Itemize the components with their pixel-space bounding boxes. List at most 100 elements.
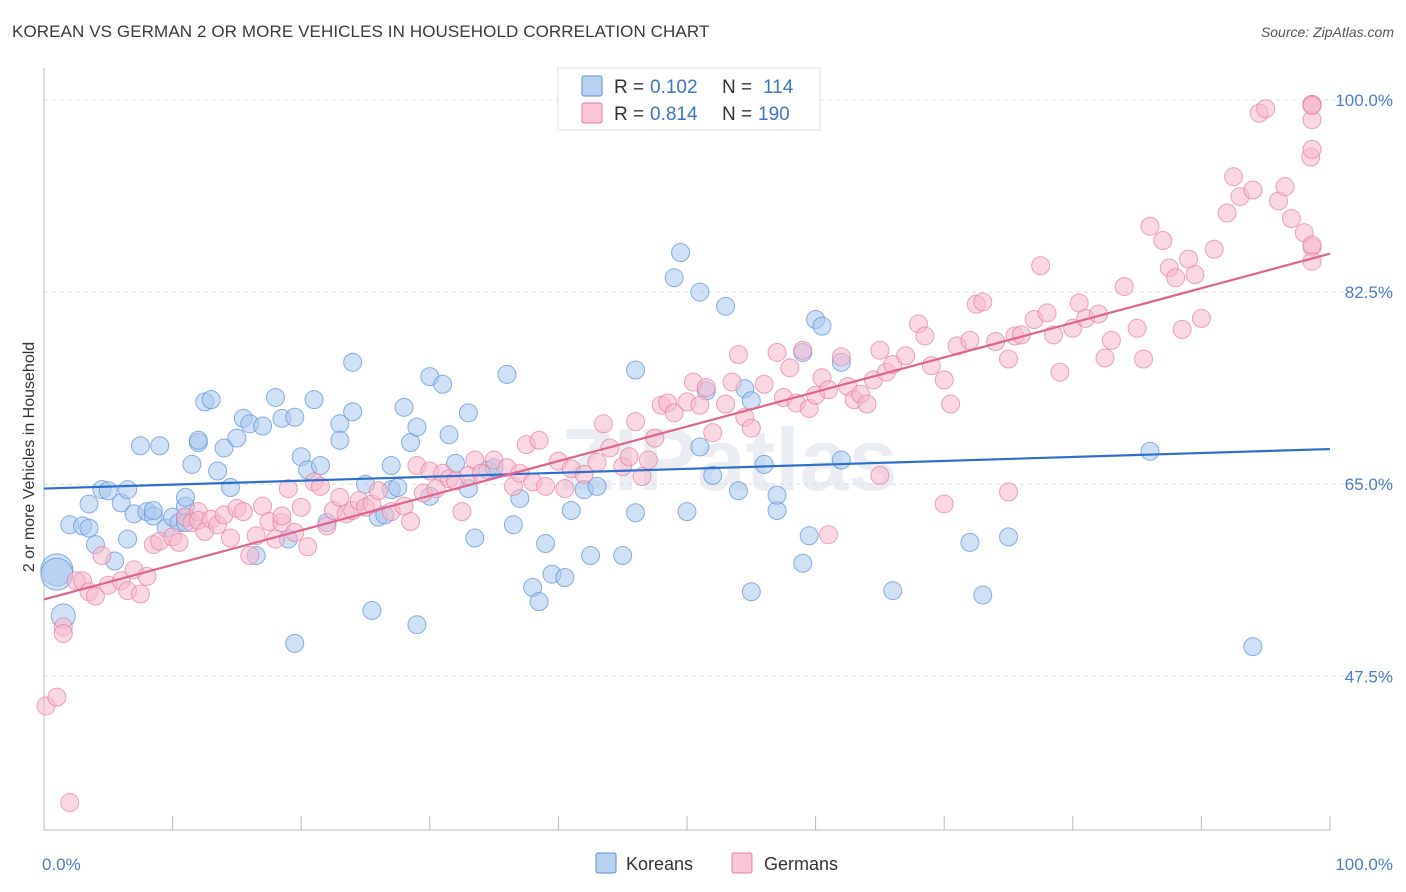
german-point xyxy=(934,494,954,514)
koreans-r-value: 0.102 xyxy=(650,77,698,98)
german-point xyxy=(1037,303,1057,323)
german-point xyxy=(1172,319,1192,339)
korean-point xyxy=(343,402,363,422)
german-point xyxy=(716,394,736,414)
german-point xyxy=(645,428,665,448)
germans-n-label: N = xyxy=(722,104,752,125)
korean-point xyxy=(690,437,710,457)
germans-r-value: 0.814 xyxy=(650,104,698,125)
german-point xyxy=(818,380,838,400)
korean-point xyxy=(1140,441,1160,461)
korean-point xyxy=(664,268,684,288)
korean-point xyxy=(497,364,517,384)
german-point xyxy=(1302,95,1322,115)
korean-point xyxy=(960,532,980,552)
german-point xyxy=(619,447,639,467)
german-point xyxy=(1166,268,1186,288)
german-point xyxy=(130,584,150,604)
german-point xyxy=(1275,177,1295,197)
korean-point xyxy=(555,568,575,588)
korean-point xyxy=(677,502,697,522)
korean-point xyxy=(999,527,1018,547)
german-point xyxy=(574,464,594,484)
korean-point xyxy=(143,501,163,521)
korean-point xyxy=(208,461,228,481)
german-point xyxy=(220,528,240,548)
korean-point xyxy=(394,397,414,417)
german-point xyxy=(722,372,742,392)
german-point xyxy=(857,394,877,414)
y-tick-label: 82.5% xyxy=(1345,283,1393,302)
korean-point xyxy=(343,352,363,372)
german-point xyxy=(1050,362,1070,382)
german-point xyxy=(870,465,890,485)
german-point xyxy=(47,687,67,707)
korean-point xyxy=(465,528,485,548)
korean-point xyxy=(118,529,138,549)
korean-point xyxy=(253,416,273,436)
korean-point xyxy=(458,403,478,423)
korean-point xyxy=(883,581,903,601)
german-point xyxy=(1114,277,1134,297)
x-tick-label-max: 100.0% xyxy=(1335,855,1393,874)
german-point xyxy=(278,479,298,499)
korean-point xyxy=(529,592,549,612)
german-point xyxy=(831,347,851,367)
chart-title: KOREAN VS GERMAN 2 OR MORE VEHICLES IN H… xyxy=(12,22,710,41)
german-point xyxy=(452,502,472,522)
korean-point xyxy=(407,417,427,437)
korean-point xyxy=(439,425,459,445)
german-point xyxy=(240,546,260,566)
bottom-legend: Koreans Germans xyxy=(595,852,838,874)
german-point xyxy=(555,479,575,499)
german-point xyxy=(1224,167,1244,187)
korean-point xyxy=(381,456,401,476)
korean-point xyxy=(626,360,646,380)
german-point xyxy=(92,546,112,566)
germans-n-value: 190 xyxy=(758,104,790,125)
korean-point xyxy=(812,316,832,336)
german-point xyxy=(1256,99,1276,119)
korean-point xyxy=(503,515,523,535)
german-point xyxy=(896,346,916,366)
korean-point xyxy=(388,477,408,497)
korean-point xyxy=(433,374,453,394)
korean-point xyxy=(310,456,330,476)
germans-r-label: R = xyxy=(614,104,644,125)
korean-point xyxy=(407,615,427,635)
german-point xyxy=(818,525,838,545)
germans-bottom-label: Germans xyxy=(764,854,838,874)
korean-point xyxy=(175,487,195,507)
german-point xyxy=(401,512,421,532)
korean-point xyxy=(362,600,382,620)
korean-point xyxy=(330,430,350,450)
german-point xyxy=(960,330,980,350)
german-point xyxy=(1191,308,1211,328)
german-point xyxy=(1243,180,1263,200)
source-credit: Source: ZipAtlas.com xyxy=(1260,24,1394,40)
grid-lines xyxy=(44,99,1392,677)
german-point xyxy=(1217,203,1237,223)
korean-point xyxy=(118,480,138,500)
german-point xyxy=(999,349,1018,369)
legend-box: R = 0.102 N = 114 R = 0.814 N = 190 xyxy=(557,67,821,131)
korean-point xyxy=(188,430,208,450)
german-point xyxy=(1134,349,1154,369)
korean-point xyxy=(613,546,633,566)
y-axis-label: 2 or more Vehicles in Household xyxy=(21,342,38,572)
german-point xyxy=(1127,318,1147,338)
korean-point xyxy=(671,243,691,263)
german-point xyxy=(1140,216,1160,236)
german-point xyxy=(690,395,710,415)
german-point xyxy=(310,476,330,496)
korean-point xyxy=(561,501,581,521)
german-point xyxy=(703,423,723,443)
german-point xyxy=(1031,256,1051,276)
korean-point xyxy=(536,533,556,553)
koreans-legend-swatch xyxy=(581,75,603,97)
german-point xyxy=(632,467,652,487)
german-point xyxy=(233,502,253,522)
german-point xyxy=(529,430,549,450)
korean-point xyxy=(304,390,324,410)
korean-point xyxy=(581,546,601,566)
